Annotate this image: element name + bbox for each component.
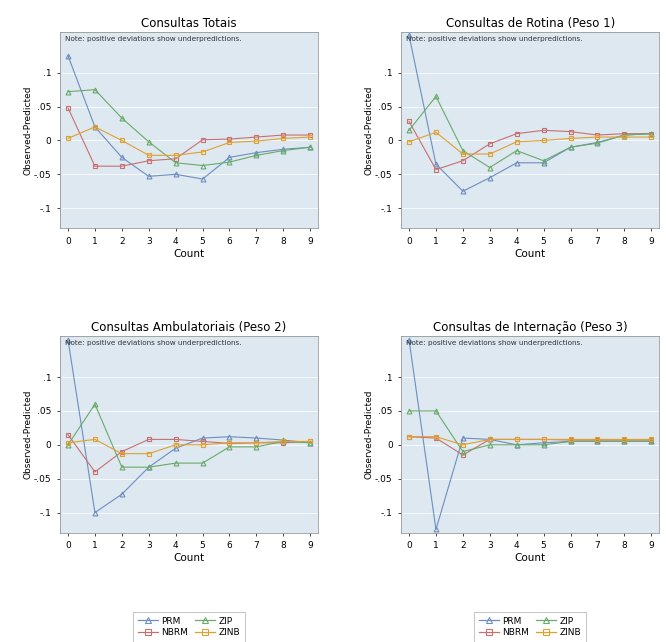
Text: Note: positive deviations show underpredictions.: Note: positive deviations show underpred… xyxy=(65,36,242,42)
Title: Consultas de Rotina (Peso 1): Consultas de Rotina (Peso 1) xyxy=(446,17,615,30)
Y-axis label: Observed-Predicted: Observed-Predicted xyxy=(23,85,33,175)
Legend: PRM, NBRM, ZIP, ZINB: PRM, NBRM, ZIP, ZINB xyxy=(474,612,586,642)
X-axis label: Count: Count xyxy=(515,553,545,563)
Text: Note: positive deviations show underpredictions.: Note: positive deviations show underpred… xyxy=(65,340,242,347)
Title: Consultas Ambulatoriais (Peso 2): Consultas Ambulatoriais (Peso 2) xyxy=(91,321,287,334)
Y-axis label: Observed-Predicted: Observed-Predicted xyxy=(364,85,374,175)
Text: Note: positive deviations show underpredictions.: Note: positive deviations show underpred… xyxy=(406,36,583,42)
Y-axis label: Observed-Predicted: Observed-Predicted xyxy=(364,390,374,480)
Title: Consultas de Internação (Peso 3): Consultas de Internação (Peso 3) xyxy=(433,321,627,334)
Text: Note: positive deviations show underpredictions.: Note: positive deviations show underpred… xyxy=(406,340,583,347)
X-axis label: Count: Count xyxy=(515,248,545,259)
Legend: PRM, NBRM, ZIP, ZINB: PRM, NBRM, ZIP, ZINB xyxy=(133,612,245,642)
X-axis label: Count: Count xyxy=(174,553,204,563)
Y-axis label: Observed-Predicted: Observed-Predicted xyxy=(23,390,33,480)
X-axis label: Count: Count xyxy=(174,248,204,259)
Title: Consultas Totais: Consultas Totais xyxy=(141,17,237,30)
